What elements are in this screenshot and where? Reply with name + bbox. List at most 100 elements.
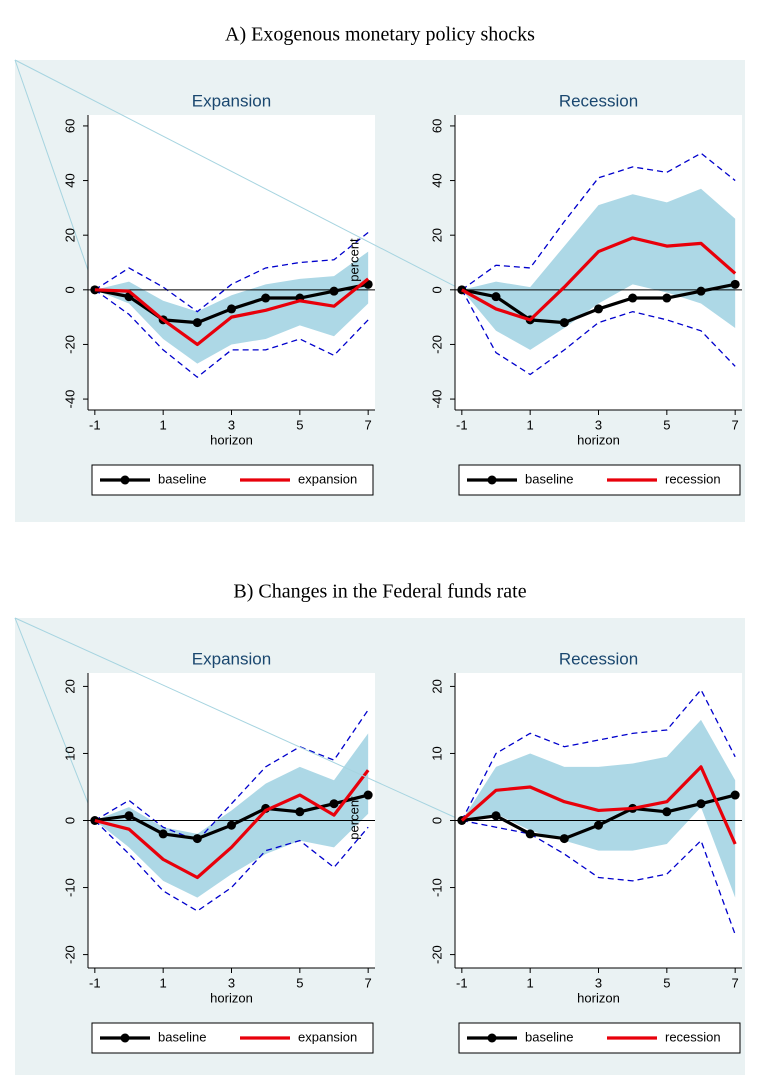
series-line bbox=[460, 765, 737, 845]
y-tick-label: 20 bbox=[62, 679, 77, 693]
series-marker bbox=[192, 834, 202, 844]
series-marker bbox=[227, 304, 236, 314]
legend-marker bbox=[120, 1033, 130, 1043]
x-axis-label: horizon bbox=[210, 990, 253, 1005]
dashed-bound bbox=[94, 289, 369, 379]
x-tick-label: 7 bbox=[365, 975, 372, 990]
confidence-band bbox=[94, 733, 369, 898]
legend-label: baseline bbox=[158, 1029, 206, 1044]
series-marker bbox=[295, 807, 305, 817]
y-tick-label: 0 bbox=[62, 817, 77, 824]
series-marker bbox=[491, 811, 501, 821]
series-marker bbox=[227, 820, 236, 830]
y-tick-label: 10 bbox=[429, 746, 444, 760]
series-line bbox=[94, 277, 370, 347]
y-axis-label: percent bbox=[346, 796, 361, 840]
y-tick-label: 0 bbox=[429, 817, 444, 824]
x-tick-label: 1 bbox=[160, 975, 167, 990]
legend-label: baseline bbox=[525, 471, 573, 486]
y-tick-label: 60 bbox=[429, 119, 444, 133]
series-marker bbox=[696, 799, 706, 809]
x-tick-label: 1 bbox=[527, 417, 534, 432]
y-tick-label: 20 bbox=[62, 228, 77, 242]
y-axis-label: percent bbox=[346, 238, 361, 282]
series-marker bbox=[594, 304, 603, 314]
y-tick-label: -20 bbox=[429, 945, 444, 964]
x-tick-label: -1 bbox=[456, 975, 468, 990]
y-tick-label: 0 bbox=[62, 286, 77, 293]
confidence-band bbox=[461, 719, 736, 898]
series-marker bbox=[696, 286, 706, 296]
decor-line bbox=[14, 59, 96, 290]
panel-title: Expansion bbox=[192, 91, 271, 110]
series-line bbox=[94, 769, 370, 880]
dashed-bound bbox=[94, 709, 369, 842]
y-tick-label: 40 bbox=[62, 173, 77, 187]
series-marker bbox=[594, 820, 603, 830]
dashed-bound bbox=[461, 819, 736, 935]
series-marker bbox=[124, 811, 134, 821]
series-marker bbox=[559, 318, 569, 328]
x-tick-label: 5 bbox=[663, 975, 670, 990]
figure-heading: B) Changes in the Federal funds rate bbox=[233, 581, 526, 603]
series-marker bbox=[363, 790, 373, 800]
panel-title: Expansion bbox=[192, 649, 271, 668]
decor-line bbox=[14, 59, 463, 291]
y-tick-label: 20 bbox=[429, 228, 444, 242]
legend-label: expansion bbox=[298, 471, 357, 486]
x-tick-label: 5 bbox=[663, 417, 670, 432]
x-tick-label: 7 bbox=[732, 417, 739, 432]
series-marker bbox=[491, 292, 501, 302]
figure-heading: A) Exogenous monetary policy shocks bbox=[225, 24, 535, 46]
x-tick-label: 7 bbox=[365, 417, 372, 432]
x-tick-label: -1 bbox=[456, 417, 468, 432]
x-tick-label: 1 bbox=[527, 975, 534, 990]
legend-marker bbox=[487, 1033, 497, 1043]
y-tick-label: -20 bbox=[429, 335, 444, 354]
legend-label: expansion bbox=[298, 1029, 357, 1044]
legend-marker bbox=[487, 475, 497, 485]
legend-label: recession bbox=[665, 471, 721, 486]
y-tick-label: 20 bbox=[429, 679, 444, 693]
series-marker bbox=[559, 834, 569, 844]
legend-box bbox=[91, 464, 374, 496]
x-tick-label: 5 bbox=[296, 417, 303, 432]
x-tick-label: 3 bbox=[595, 975, 602, 990]
y-tick-label: -40 bbox=[62, 390, 77, 409]
plot-area bbox=[88, 115, 375, 410]
dashed-bound bbox=[461, 289, 736, 376]
panel-title: Recession bbox=[559, 91, 638, 110]
x-tick-label: 5 bbox=[296, 975, 303, 990]
dashed-bound bbox=[461, 688, 736, 821]
series-marker bbox=[662, 807, 672, 817]
series-marker bbox=[158, 829, 168, 839]
x-tick-label: 3 bbox=[228, 417, 235, 432]
dashed-bound bbox=[94, 231, 369, 313]
y-tick-label: -40 bbox=[429, 390, 444, 409]
series-marker bbox=[329, 799, 339, 809]
legend-marker bbox=[120, 475, 130, 485]
series-marker bbox=[628, 293, 638, 303]
x-tick-label: -1 bbox=[89, 417, 101, 432]
x-tick-label: 3 bbox=[228, 975, 235, 990]
dashed-bound bbox=[461, 152, 736, 291]
dashed-bound bbox=[94, 820, 369, 912]
x-tick-label: 3 bbox=[595, 417, 602, 432]
series-marker bbox=[192, 318, 202, 328]
series-marker bbox=[730, 790, 740, 800]
x-tick-label: 1 bbox=[160, 417, 167, 432]
y-tick-label: 40 bbox=[429, 173, 444, 187]
y-tick-label: -20 bbox=[62, 335, 77, 354]
y-tick-label: -10 bbox=[429, 878, 444, 897]
decor-line bbox=[14, 617, 463, 821]
x-tick-label: -1 bbox=[89, 975, 101, 990]
decor-line bbox=[14, 617, 96, 821]
y-tick-label: 60 bbox=[62, 119, 77, 133]
series-marker bbox=[662, 293, 672, 303]
y-tick-label: -20 bbox=[62, 945, 77, 964]
series-marker bbox=[329, 286, 339, 296]
legend-label: recession bbox=[665, 1029, 721, 1044]
series-marker bbox=[525, 829, 535, 839]
series-marker bbox=[730, 279, 740, 289]
x-tick-label: 7 bbox=[732, 975, 739, 990]
